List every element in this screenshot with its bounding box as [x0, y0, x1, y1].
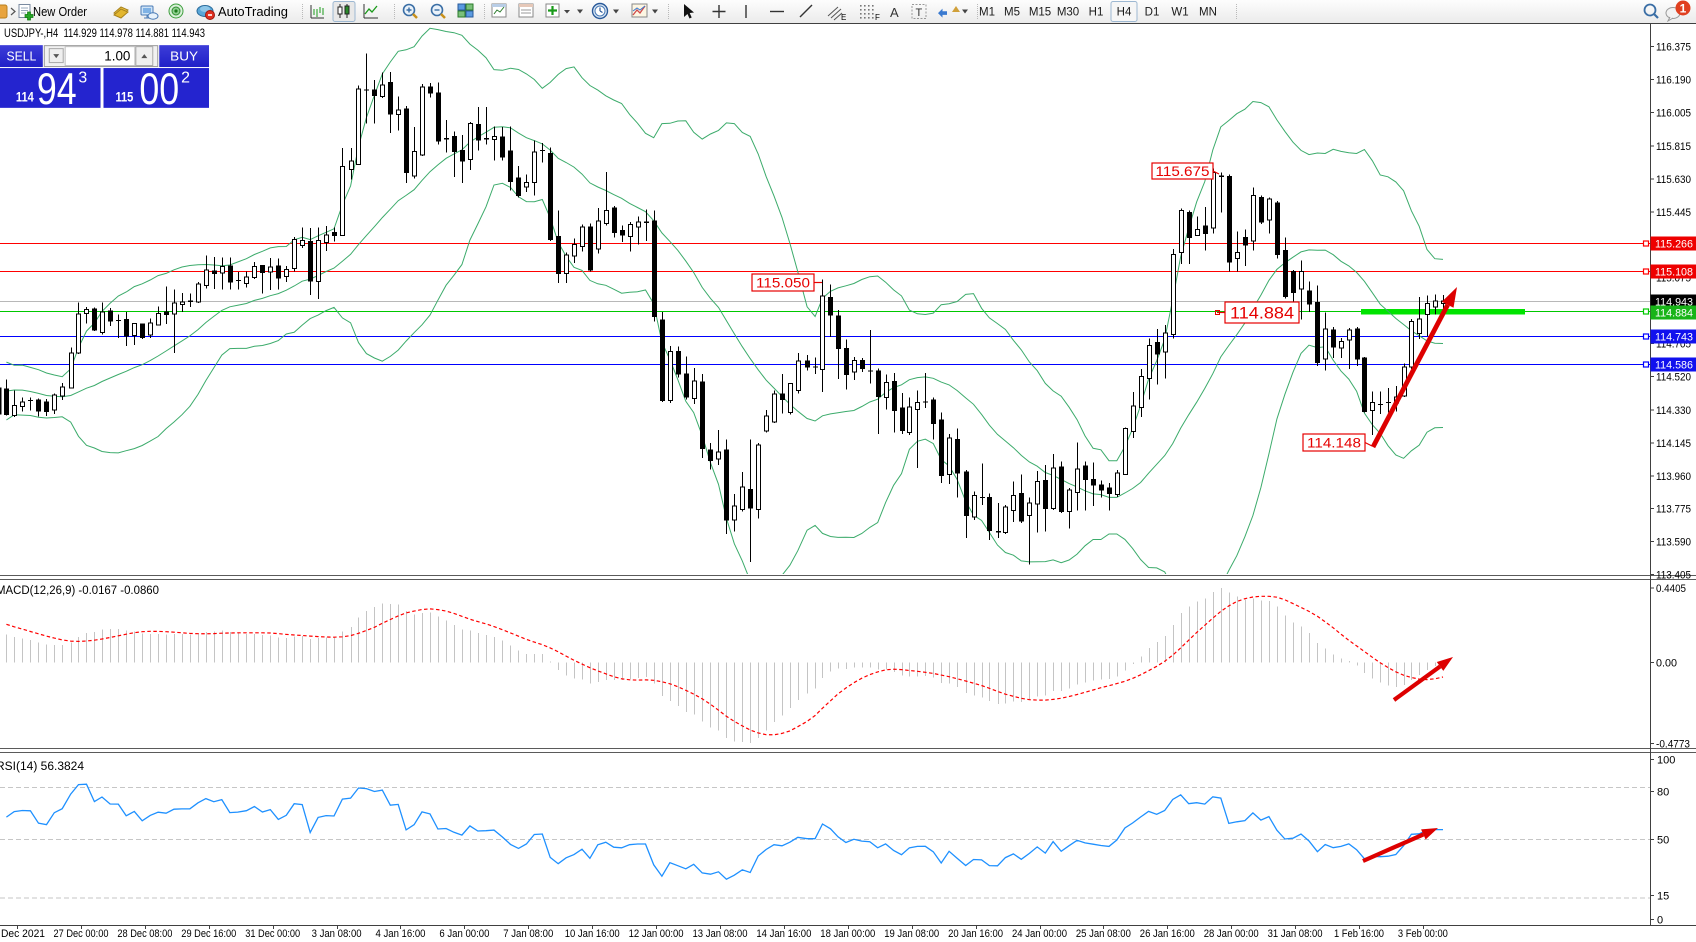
svg-text:100: 100 — [1657, 755, 1675, 767]
svg-text:F: F — [875, 13, 880, 22]
svg-text:RSI(14) 56.3824: RSI(14) 56.3824 — [0, 761, 85, 773]
svg-text:M5: M5 — [1004, 7, 1020, 19]
svg-text:Dec 2021: Dec 2021 — [1, 928, 45, 940]
svg-text:115.266: 115.266 — [1655, 239, 1693, 251]
svg-text:0: 0 — [1657, 914, 1663, 926]
svg-text:19 Jan 08:00: 19 Jan 08:00 — [884, 928, 939, 940]
svg-text:115.108: 115.108 — [1655, 267, 1693, 279]
svg-text:115.675: 115.675 — [1156, 164, 1210, 179]
svg-text:50: 50 — [1657, 834, 1669, 846]
svg-text:T: T — [916, 7, 923, 19]
svg-text:114.884: 114.884 — [1230, 304, 1294, 322]
svg-text:SELL: SELL — [6, 49, 36, 64]
svg-text:-0.4773: -0.4773 — [1656, 738, 1690, 750]
svg-text:113.590: 113.590 — [1656, 537, 1691, 549]
svg-text:13 Jan 08:00: 13 Jan 08:00 — [693, 928, 748, 940]
svg-text:28 Dec 08:00: 28 Dec 08:00 — [117, 928, 172, 940]
svg-text:115.630: 115.630 — [1656, 174, 1691, 186]
svg-text:A: A — [890, 5, 899, 20]
svg-text:7 Jan 08:00: 7 Jan 08:00 — [503, 928, 553, 940]
svg-text:31 Jan 08:00: 31 Jan 08:00 — [1268, 928, 1323, 940]
svg-text:MACD(12,26,9) -0.0167 -0.0860: MACD(12,26,9) -0.0167 -0.0860 — [0, 585, 159, 597]
svg-text:115: 115 — [115, 88, 133, 104]
svg-text:12 Jan 00:00: 12 Jan 00:00 — [629, 928, 684, 940]
svg-text:10 Jan 16:00: 10 Jan 16:00 — [565, 928, 620, 940]
svg-text:E: E — [841, 13, 846, 22]
svg-text:14 Jan 16:00: 14 Jan 16:00 — [756, 928, 811, 940]
svg-text:AutoTrading: AutoTrading — [218, 5, 288, 19]
svg-text:D1: D1 — [1145, 7, 1160, 19]
svg-text:114.148: 114.148 — [1307, 435, 1361, 450]
svg-text:80: 80 — [1657, 787, 1669, 799]
svg-text:27 Dec 00:00: 27 Dec 00:00 — [54, 928, 109, 940]
svg-text:W1: W1 — [1171, 7, 1188, 19]
svg-text:3 Feb 00:00: 3 Feb 00:00 — [1398, 928, 1448, 940]
svg-text:116.375: 116.375 — [1656, 42, 1691, 54]
svg-text:H1: H1 — [1089, 7, 1104, 19]
svg-text:1 Feb 16:00: 1 Feb 16:00 — [1334, 928, 1384, 940]
svg-text:25 Jan 08:00: 25 Jan 08:00 — [1076, 928, 1131, 940]
svg-text:BUY: BUY — [170, 49, 198, 64]
svg-text:113.960: 113.960 — [1656, 471, 1691, 483]
svg-text:0.00: 0.00 — [1656, 658, 1677, 670]
svg-text:3: 3 — [78, 69, 87, 86]
svg-text:6 Jan 00:00: 6 Jan 00:00 — [439, 928, 489, 940]
svg-text:New Order: New Order — [33, 5, 87, 19]
svg-text:15: 15 — [1657, 890, 1669, 902]
svg-text:113.405: 113.405 — [1656, 569, 1691, 581]
svg-text:31 Dec 00:00: 31 Dec 00:00 — [245, 928, 300, 940]
svg-text:4 Jan 16:00: 4 Jan 16:00 — [376, 928, 426, 940]
svg-text:1: 1 — [1680, 2, 1687, 16]
svg-text:M30: M30 — [1057, 7, 1079, 19]
svg-text:114.145: 114.145 — [1656, 438, 1691, 450]
svg-text:20 Jan 16:00: 20 Jan 16:00 — [948, 928, 1003, 940]
svg-text:M15: M15 — [1029, 7, 1051, 19]
svg-text:115.445: 115.445 — [1656, 207, 1691, 219]
svg-text:113.775: 113.775 — [1656, 504, 1691, 516]
svg-text:114: 114 — [16, 88, 34, 104]
svg-text:29 Dec 16:00: 29 Dec 16:00 — [181, 928, 236, 940]
svg-text:2: 2 — [181, 69, 190, 86]
svg-text:3 Jan 08:00: 3 Jan 08:00 — [312, 928, 362, 940]
svg-text:116.005: 116.005 — [1656, 107, 1691, 119]
svg-text:26 Jan 16:00: 26 Jan 16:00 — [1140, 928, 1195, 940]
svg-text:114.743: 114.743 — [1655, 332, 1693, 344]
svg-text:24 Jan 00:00: 24 Jan 00:00 — [1012, 928, 1067, 940]
svg-text:114.520: 114.520 — [1656, 371, 1691, 383]
svg-text:114.330: 114.330 — [1656, 405, 1691, 417]
svg-text:H4: H4 — [1117, 7, 1132, 19]
svg-text:115.050: 115.050 — [756, 275, 810, 290]
svg-text:114.884: 114.884 — [1655, 308, 1693, 320]
svg-text:1.00: 1.00 — [104, 49, 130, 64]
svg-text:115.815: 115.815 — [1656, 141, 1691, 153]
svg-text:0.4405: 0.4405 — [1656, 583, 1686, 595]
svg-text:MN: MN — [1199, 7, 1217, 19]
svg-text:28 Jan 00:00: 28 Jan 00:00 — [1204, 928, 1259, 940]
svg-text:M1: M1 — [979, 7, 995, 19]
svg-text:114.586: 114.586 — [1655, 360, 1693, 372]
svg-text:116.190: 116.190 — [1656, 75, 1691, 87]
svg-text:18 Jan 00:00: 18 Jan 00:00 — [820, 928, 875, 940]
svg-text:00: 00 — [139, 64, 179, 109]
svg-text:USDJPY-,H4 114.929 114.978 11: USDJPY-,H4 114.929 114.978 114.881 114.9… — [4, 28, 205, 40]
svg-text:94: 94 — [37, 64, 77, 109]
